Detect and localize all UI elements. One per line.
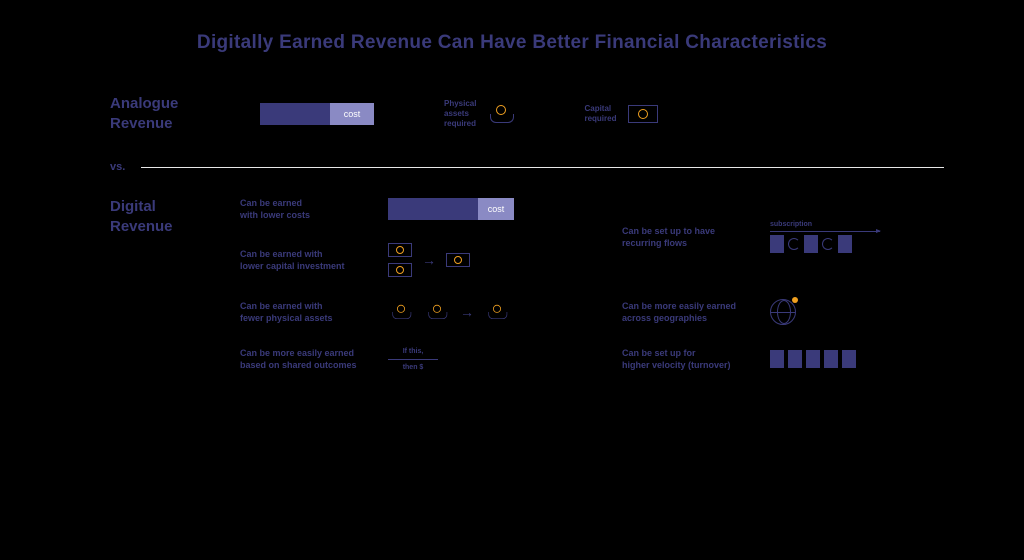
- velocity-bar-icon: [806, 350, 820, 368]
- fewer-assets-text: Can be earned with fewer physical assets: [240, 300, 370, 324]
- recurring-text: Can be set up to have recurring flows: [622, 225, 752, 249]
- digital-grid: Can be earned with lower costs cost Can …: [240, 197, 944, 372]
- bar-light-cost: cost: [478, 198, 514, 220]
- if-label: If this,: [403, 348, 424, 355]
- box-icon: [770, 235, 784, 253]
- globe-dot-icon: [792, 297, 798, 303]
- velocity-bar-icon: [770, 350, 784, 368]
- cell-velocity: Can be set up for higher velocity (turno…: [622, 347, 944, 371]
- cell-geographies: Can be more easily earned across geograp…: [622, 299, 944, 325]
- subscription-icon: subscription: [770, 221, 880, 253]
- cell-lower-costs: Can be earned with lower costs cost: [240, 197, 562, 221]
- vs-divider-row: vs.: [80, 161, 944, 173]
- digital-section: Digital Revenue Can be earned with lower…: [80, 197, 944, 372]
- assets-icons: →: [388, 303, 510, 321]
- bar-light-cost: cost: [330, 103, 374, 125]
- vs-label: vs.: [110, 161, 125, 173]
- globe-wrap: [770, 299, 796, 325]
- subscription-boxes: [770, 235, 852, 253]
- velocity-bar-icon: [824, 350, 838, 368]
- ifthen-icon: If this, then $: [388, 348, 438, 371]
- geographies-text: Can be more easily earned across geograp…: [622, 300, 752, 324]
- lower-costs-text: Can be earned with lower costs: [240, 197, 370, 221]
- ifthen-divider: [388, 359, 438, 360]
- globe-icon: [770, 299, 796, 325]
- analogue-capital-required: Capital required: [584, 104, 658, 124]
- bar-dark: [388, 198, 478, 220]
- analogue-items: cost Physical assets required Capital re…: [260, 99, 658, 129]
- hand-icon: [487, 305, 508, 319]
- box-icon: [838, 235, 852, 253]
- velocity-bar-icon: [788, 350, 802, 368]
- money-icon: [388, 263, 412, 277]
- box-icon: [804, 235, 818, 253]
- arrow-icon: →: [422, 252, 436, 268]
- page-title: Digitally Earned Revenue Can Have Better…: [80, 32, 944, 54]
- subscription-label: subscription: [770, 221, 812, 228]
- cell-lower-capital: Can be earned with lower capital investm…: [240, 243, 562, 277]
- lower-capital-text: Can be earned with lower capital investm…: [240, 248, 370, 272]
- bar-dark: [260, 103, 330, 125]
- digital-label: Digital Revenue: [110, 197, 210, 236]
- velocity-bar-icon: [842, 350, 856, 368]
- analogue-cost-bar: cost: [260, 103, 374, 125]
- analogue-physical-assets: Physical assets required: [444, 99, 514, 129]
- cycle-icon: [788, 238, 800, 250]
- hand-icon: [391, 305, 412, 319]
- then-label: then $: [403, 364, 424, 371]
- velocity-text: Can be set up for higher velocity (turno…: [622, 347, 752, 371]
- physical-assets-label: Physical assets required: [444, 99, 476, 129]
- hand-icon: [427, 305, 448, 319]
- cell-recurring: Can be set up to have recurring flows su…: [622, 197, 944, 277]
- arrow-icon: →: [460, 304, 474, 320]
- capital-required-label: Capital required: [584, 104, 616, 124]
- capital-icons: →: [388, 243, 470, 277]
- hand-icon: [488, 105, 514, 123]
- divider-line: [141, 167, 944, 168]
- shared-outcomes-text: Can be more easily earned based on share…: [240, 347, 370, 371]
- cycle-icon: [822, 238, 834, 250]
- subscription-arrow: [770, 231, 880, 232]
- money-icon: [388, 243, 412, 257]
- cell-shared-outcomes: Can be more easily earned based on share…: [240, 347, 562, 371]
- money-icon: [446, 253, 470, 267]
- velocity-bars: [770, 350, 856, 368]
- analogue-label: Analogue Revenue: [110, 94, 210, 133]
- digital-cost-bar: cost: [388, 198, 514, 220]
- money-icon: [628, 105, 658, 123]
- cell-fewer-assets: Can be earned with fewer physical assets…: [240, 299, 562, 325]
- analogue-row: Analogue Revenue cost Physical assets re…: [80, 94, 944, 133]
